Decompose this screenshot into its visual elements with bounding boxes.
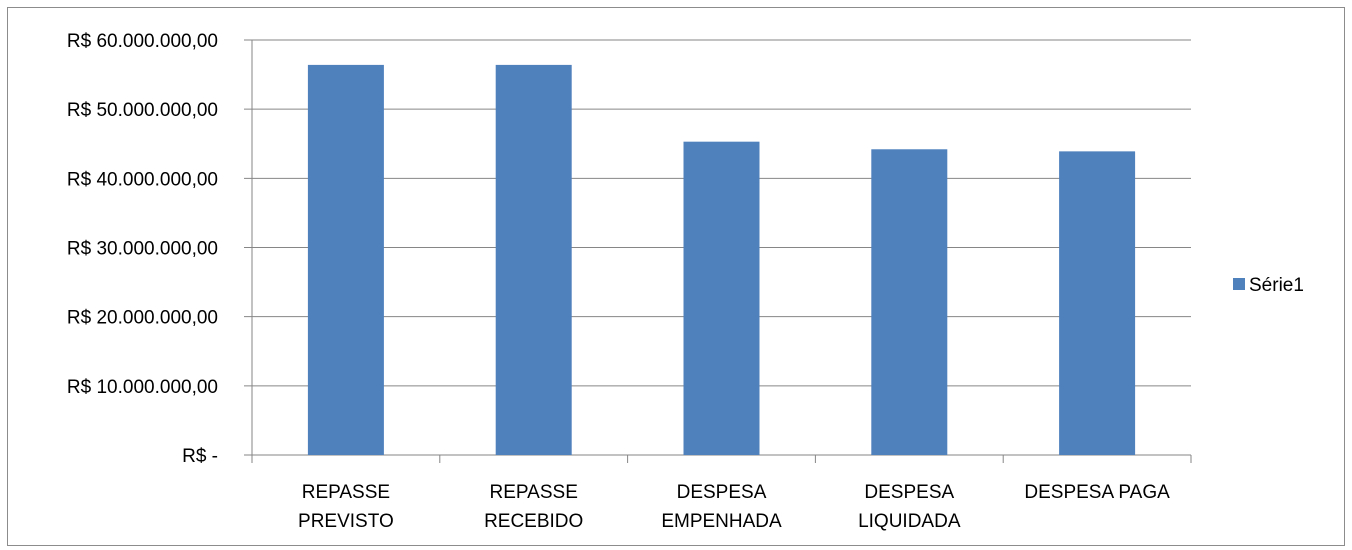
bar [495,64,572,456]
bar [683,141,760,456]
bar [307,64,384,456]
y-tick-label: R$ 30.000.000,00 [67,239,218,260]
y-tick-label: R$ 60.000.000,00 [67,31,218,52]
y-tick-label: R$ 50.000.000,00 [67,100,218,121]
x-category-label: REPASSE [302,482,390,503]
legend-label: Série1 [1249,275,1304,296]
bar [871,149,948,456]
x-category-label: DESPESA PAGA [1024,482,1170,503]
x-category-label: DESPESA [677,482,767,503]
y-tick-label: R$ 40.000.000,00 [67,169,218,190]
x-category-label: RECEBIDO [484,511,583,532]
y-tick-label: R$ 20.000.000,00 [67,308,218,329]
x-category-label: LIQUIDADA [858,511,961,532]
legend-swatch [1233,278,1245,290]
x-category-label: EMPENHADA [661,511,782,532]
x-category-label: DESPESA [864,482,954,503]
y-tick-label: R$ 10.000.000,00 [67,377,218,398]
x-category-label: PREVISTO [298,511,394,532]
x-category-label: REPASSE [490,482,578,503]
bar [1059,151,1136,455]
y-tick-label: R$ - [182,446,218,467]
